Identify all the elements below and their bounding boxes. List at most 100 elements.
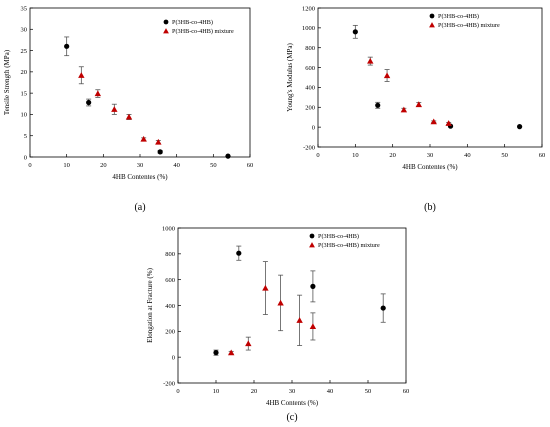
data-point-triangle [140,135,147,142]
y-axis-label: Elongation at Fracture (%) [146,267,154,343]
data-point-circle [352,29,358,35]
x-axis-label: 4HB Contentes (%) [402,163,458,171]
data-point-circle [86,99,92,106]
legend-marker-circle [163,19,169,25]
plot-frame [317,7,543,148]
x-tick-label: 60 [539,152,546,159]
data-point-circle [213,350,219,356]
x-axis-label: 4HB Contentes (%) [112,173,168,181]
y-tick-label: 30 [21,27,28,34]
data-point-circle [380,305,386,311]
data-point-triangle [445,120,452,126]
y-tick-label: 35 [21,5,28,12]
legend-marker-circle [309,233,315,239]
x-tick-label: 20 [100,162,107,169]
y-tick-label: 0 [312,124,315,131]
y-tick-label: 200 [305,105,315,112]
legend-label: P(3HB-co-4HB) [438,13,479,20]
y-tick-label: 1200 [302,5,315,12]
x-tick-label: 10 [63,162,70,169]
legend-label: P(3HB-co-4HB) mixture [438,22,500,29]
legend-label: P(3HB-co-4HB) [172,19,213,26]
y-tick-label: 800 [305,45,315,52]
data-point-triangle [245,340,252,347]
panel-label: (c) [286,412,297,423]
plot-frame [177,227,407,384]
data-point-circle [225,153,231,159]
x-tick-label: 40 [464,152,471,159]
data-point-triangle [415,101,422,108]
x-tick-label: 0 [316,152,319,159]
y-tick-label: 400 [165,303,175,310]
x-axis-label: 4HB Contents (%) [266,399,319,407]
x-tick-label: 60 [403,388,410,395]
y-tick-label: 1000 [162,225,175,232]
y-tick-label: 15 [21,90,28,97]
chart-panel-2: 0 10 20 30 40 50 60-2000200400600800100012004H… [286,5,545,213]
data-point-triangle [78,72,85,78]
y-tick-label: 5 [24,133,27,140]
data-point-circle [375,102,381,108]
x-tick-label: 10 [352,152,359,159]
data-point-triangle [383,72,391,79]
data-point-triangle [296,317,303,323]
x-tick-label: 20 [389,152,396,159]
x-tick-label: 30 [137,162,144,169]
y-tick-label: 400 [305,85,315,92]
x-tick-label: 50 [365,388,372,395]
data-point-circle [236,250,242,256]
y-tick-label: 200 [165,329,175,336]
chart-panel-1: 0 10 20 30 40 50 60 0 5 10 15 20 25 30 35 4HB Contentes… [3,5,253,213]
legend-marker-triangle [429,22,435,28]
x-tick-label: 60 [247,162,254,169]
data-point-circle [64,43,70,49]
x-tick-label: 30 [289,388,296,395]
panel-label: (b) [424,202,436,213]
data-point-triangle [155,138,162,145]
legend-marker-triangle [309,242,315,248]
legend-label: P(3HB-co-4HB) mixture [172,28,234,35]
data-point-triangle [309,323,317,329]
data-point-triangle [400,106,408,113]
x-tick-label: 30 [427,152,434,159]
panel-label: (a) [134,202,145,213]
legend-marker-triangle [163,28,169,34]
legend-label: P(3HB-co-4HB) mixture [318,242,380,249]
x-tick-label: 0 [28,162,31,169]
y-tick-label: 1000 [302,25,315,32]
data-point-circle [310,283,316,289]
y-tick-label: -200 [303,144,315,151]
data-point-triangle [94,90,102,97]
legend-marker-circle [429,13,435,19]
x-tick-label: 50 [210,162,217,169]
data-point-triangle [228,349,235,356]
x-tick-label: 0 [176,388,179,395]
data-point-triangle [367,57,374,64]
legend-label: P(3HB-co-4HB) [318,233,359,240]
y-tick-label: 800 [165,251,175,258]
data-point-triangle [125,113,133,120]
data-point-triangle [277,299,284,306]
y-axis-label: Young's Modulus (MPa) [286,43,294,112]
x-tick-label: 40 [327,388,334,395]
data-point-circle [157,149,163,155]
y-axis-label: Tensile Strength (MPa) [3,49,11,115]
y-tick-label: 25 [21,48,28,55]
x-tick-label: 10 [213,388,220,395]
y-tick-label: 10 [21,112,28,119]
data-point-triangle [262,284,269,291]
y-tick-label: 20 [21,69,28,76]
y-tick-label: 0 [172,354,175,361]
x-tick-label: 50 [501,152,508,159]
x-tick-label: 20 [251,388,258,395]
data-point-circle [517,124,523,130]
x-tick-label: 40 [173,162,180,169]
y-tick-label: 600 [165,277,175,284]
data-point-triangle [111,106,118,112]
y-tick-label: 0 [24,154,27,161]
data-point-triangle [430,118,437,125]
y-tick-label: -200 [163,380,175,387]
y-tick-label: 600 [305,65,315,72]
